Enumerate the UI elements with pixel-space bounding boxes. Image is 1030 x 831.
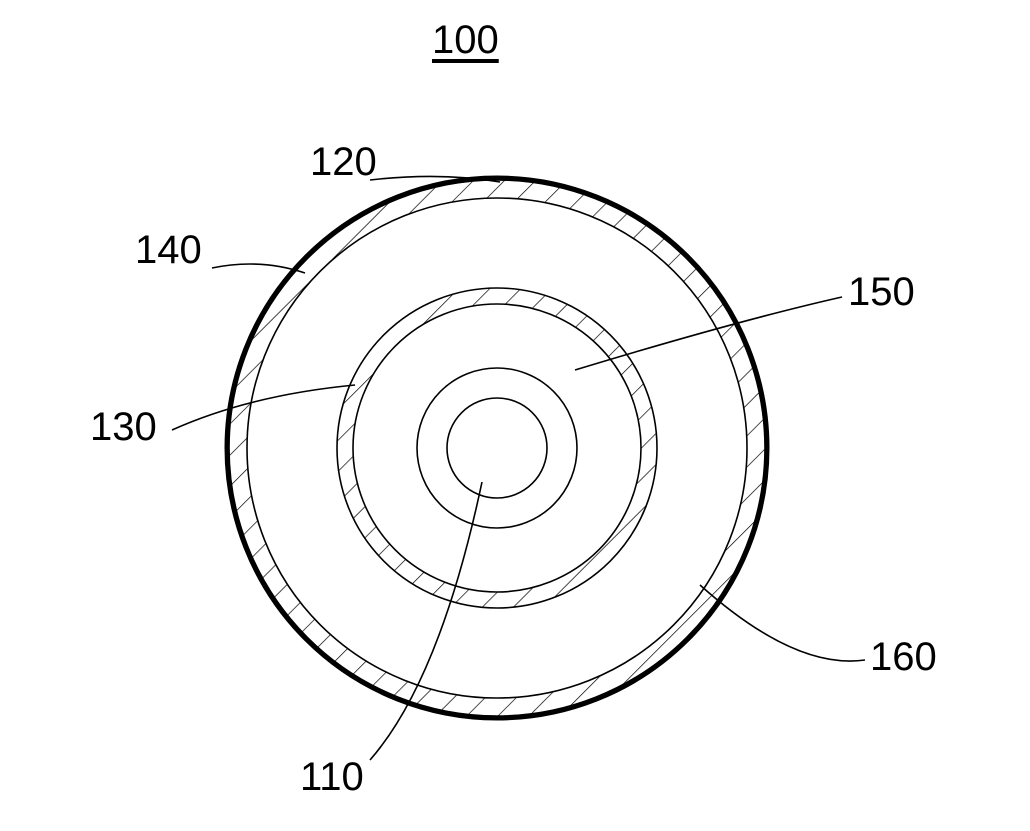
callout-150: 150 <box>848 270 915 315</box>
ring-110 <box>447 398 547 498</box>
callout-160: 160 <box>870 635 937 680</box>
callout-110: 110 <box>300 755 364 800</box>
callout-140: 140 <box>135 228 202 273</box>
figure-title: 100 <box>432 18 499 63</box>
callout-120: 120 <box>310 140 377 185</box>
callout-130: 130 <box>90 405 157 450</box>
diagram-stage: 100 120 140 130 110 150 160 <box>0 0 1030 831</box>
